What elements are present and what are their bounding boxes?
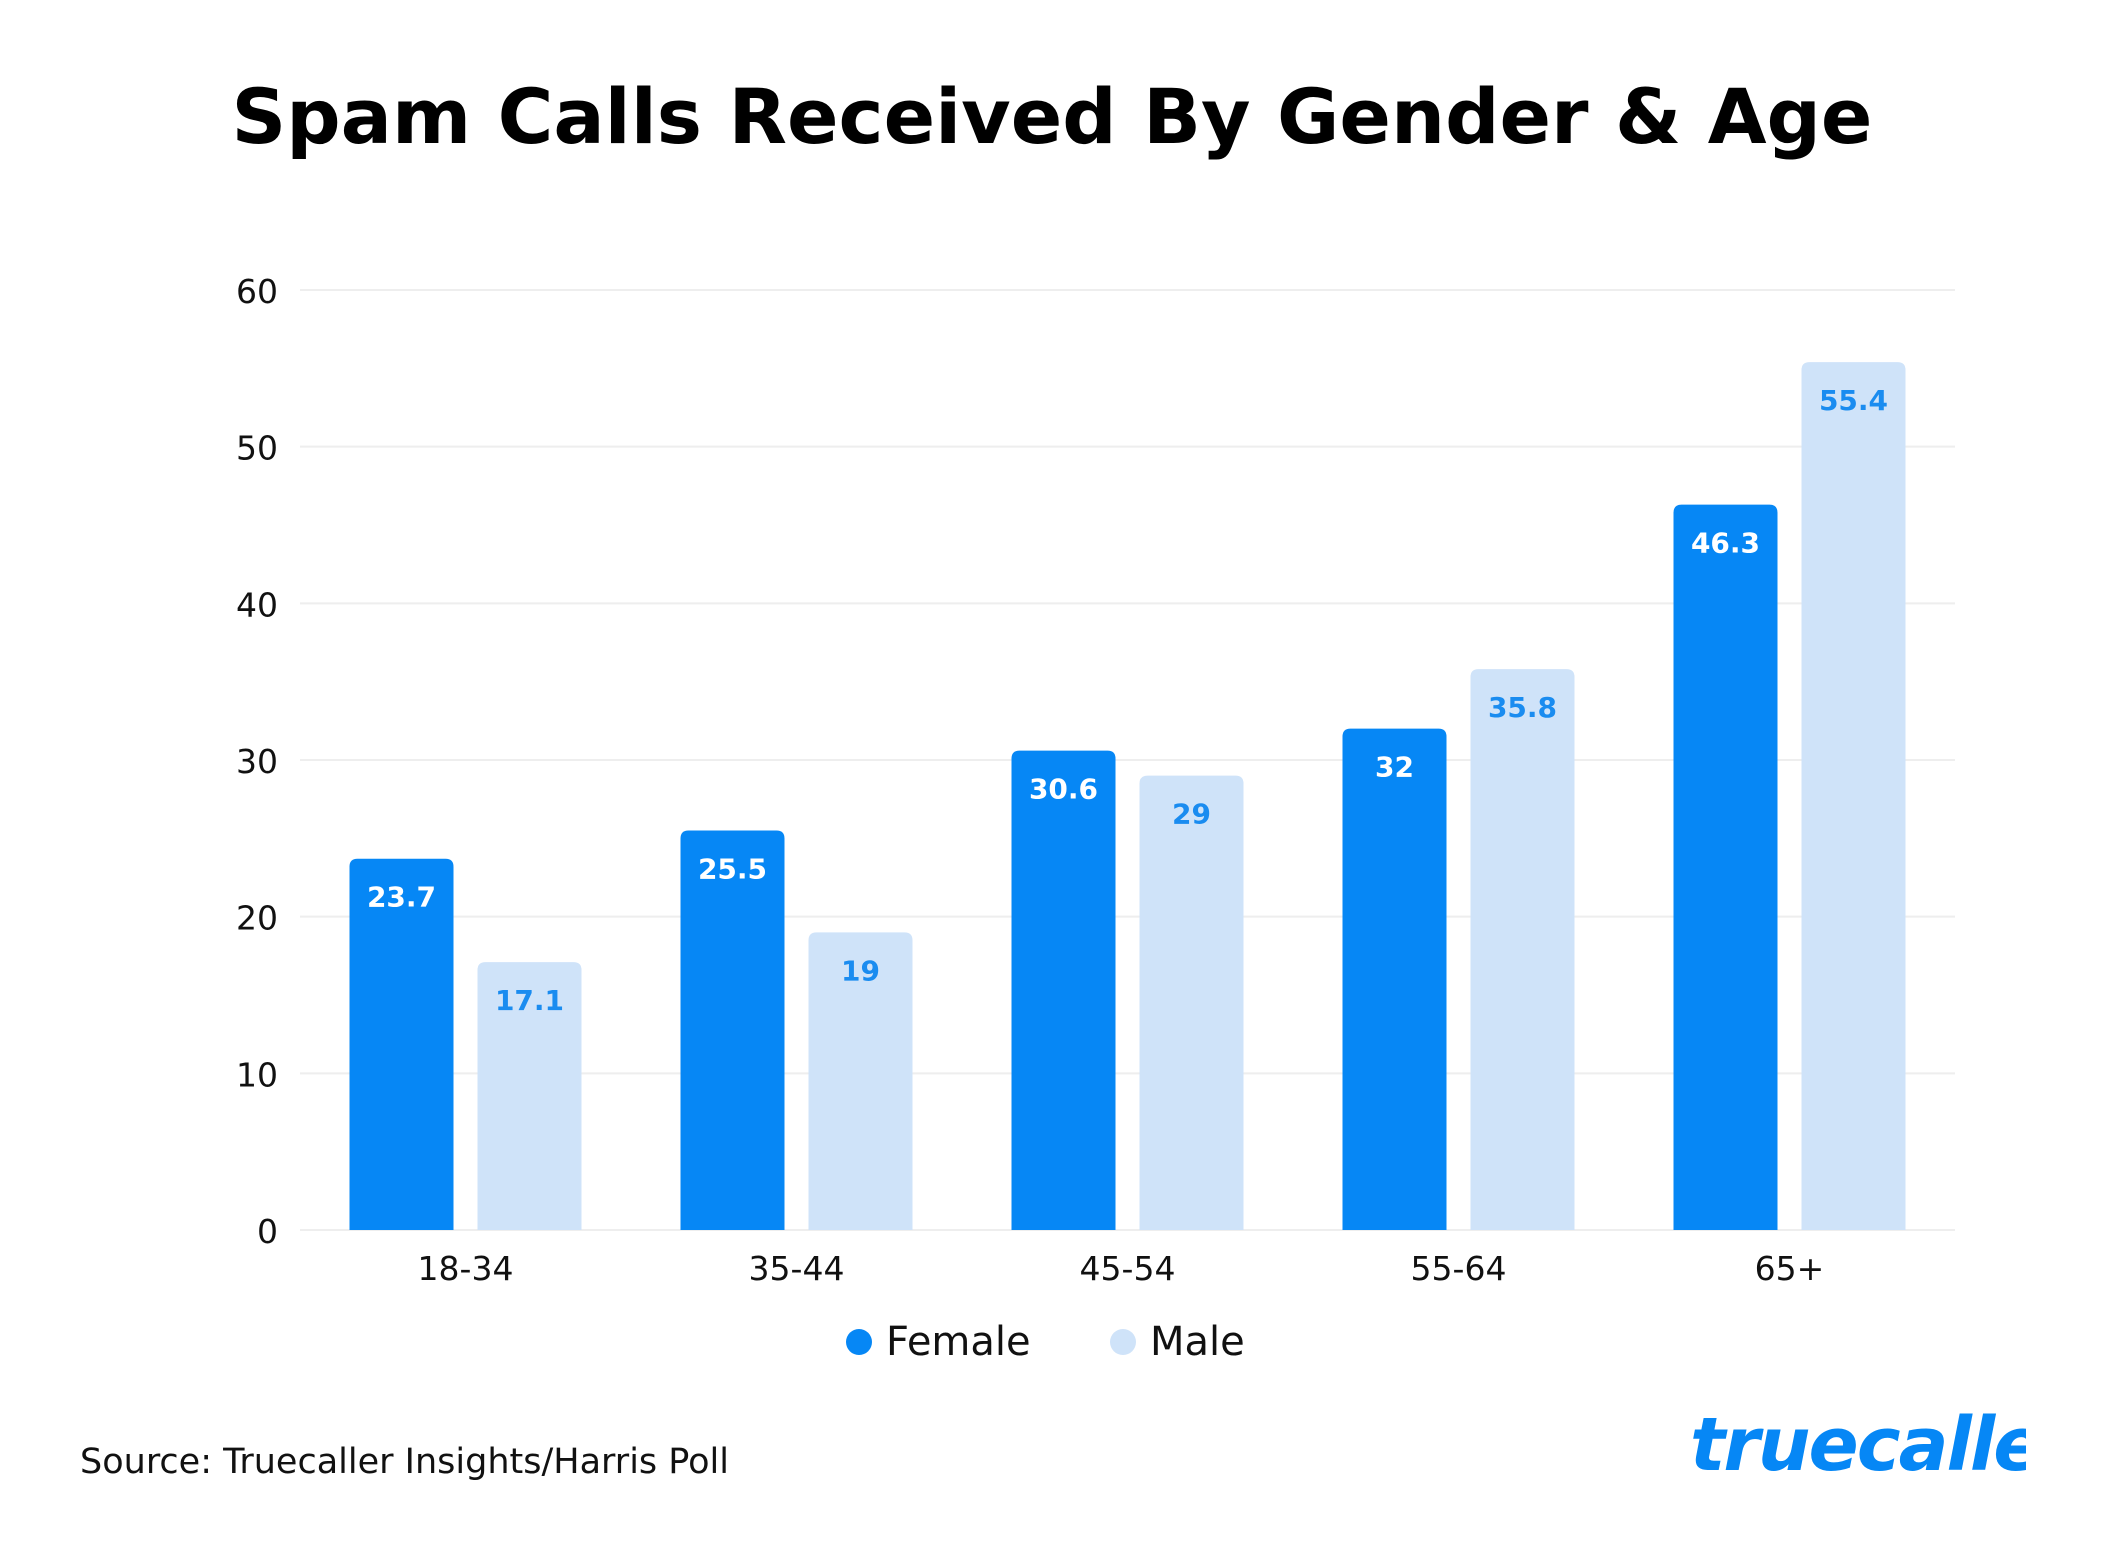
data-label-female: 25.5 — [698, 853, 767, 886]
svg-text:truecaller: truecaller — [1690, 1402, 2026, 1488]
x-tick-label: 35-44 — [749, 1249, 845, 1288]
data-label-female: 30.6 — [1029, 773, 1098, 806]
data-label-male: 35.8 — [1488, 691, 1557, 724]
x-tick-label: 18-34 — [418, 1249, 514, 1288]
y-tick-label: 50 — [236, 429, 278, 468]
truecaller-logo: truecaller — [1690, 1402, 2026, 1488]
data-label-female: 32 — [1375, 751, 1414, 784]
source-note: Source: Truecaller Insights/Harris Poll — [80, 1442, 730, 1482]
x-tick-label: 55-64 — [1411, 1249, 1507, 1288]
bar-male — [808, 932, 913, 1230]
x-tick-label: 65+ — [1755, 1249, 1825, 1288]
legend: Female Male — [0, 1312, 2104, 1372]
bar-male — [477, 962, 582, 1230]
x-tick-label: 45-54 — [1080, 1249, 1176, 1288]
y-tick-label: 60 — [236, 272, 278, 311]
bar-female — [349, 858, 454, 1230]
y-tick-label: 20 — [236, 899, 278, 938]
data-label-male: 17.1 — [495, 984, 564, 1017]
data-label-male: 55.4 — [1819, 384, 1888, 417]
bar-male — [1139, 775, 1244, 1230]
bar-female — [1011, 750, 1116, 1230]
legend-swatch-male — [1110, 1329, 1136, 1355]
legend-item-male: Male — [1110, 1312, 1245, 1372]
chart-title: Spam Calls Received By Gender & Age — [231, 72, 1873, 161]
bar-female — [1673, 504, 1778, 1231]
legend-label-male: Male — [1150, 1319, 1245, 1365]
bar-female — [680, 830, 785, 1230]
data-label-female: 23.7 — [367, 881, 436, 914]
legend-item-female: Female — [846, 1312, 1031, 1372]
y-tick-label: 40 — [236, 585, 278, 624]
y-tick-label: 0 — [257, 1212, 278, 1251]
y-tick-label: 10 — [236, 1055, 278, 1094]
legend-swatch-female — [846, 1329, 872, 1355]
legend-label-female: Female — [886, 1319, 1031, 1365]
data-label-male: 29 — [1172, 798, 1211, 831]
data-label-male: 19 — [841, 954, 880, 987]
bar-female — [1342, 728, 1447, 1230]
bar-male — [1801, 362, 1906, 1231]
y-tick-label: 30 — [236, 742, 278, 781]
bar-male — [1470, 669, 1575, 1230]
data-label-female: 46.3 — [1691, 527, 1760, 560]
